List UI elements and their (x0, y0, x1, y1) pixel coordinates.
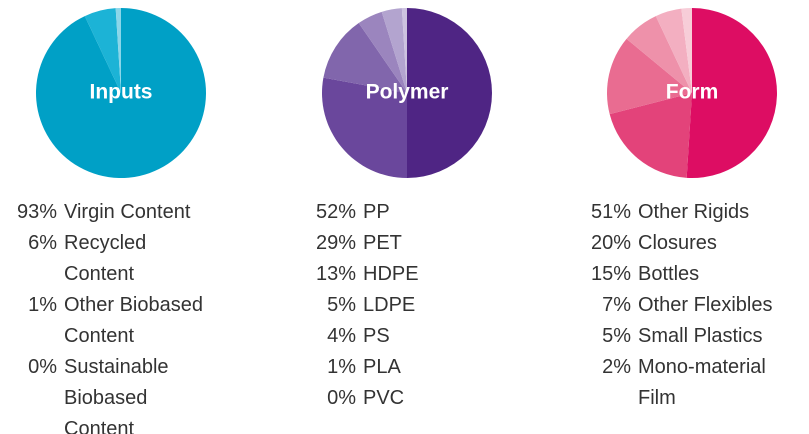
pie-slice (323, 23, 407, 93)
legend-value: 52% (316, 201, 357, 223)
legend-value: 1% (28, 294, 57, 316)
legend-row: 4% PS (316, 321, 483, 352)
legend: 93% Virgin Content 6% Recycled Content 1% Oth… (17, 197, 214, 434)
pie-slice (401, 8, 407, 93)
legend-label: PS (363, 325, 390, 347)
legend-row: 51% Other Rigids (591, 197, 803, 228)
legend-label: HDPE (363, 263, 419, 285)
legend-row: 13% HDPE (316, 259, 483, 290)
legend-row: 52% PP (316, 197, 483, 228)
legend-row: 7% Other Flexibles (591, 290, 803, 321)
legend-row: 5% LDPE (316, 290, 483, 321)
legend-value: 2% (602, 356, 631, 378)
legend: 52% PP 29% PET 13% HDPE 5% LDPE 4% PS 1% PLA 0% PVC (316, 197, 483, 414)
pie-slice (35, 8, 207, 178)
legend-value: 1% (327, 356, 356, 378)
legend-row: 93% Virgin Content (17, 197, 214, 228)
legend-label: Other Flexibles (638, 294, 773, 316)
pie-slice (358, 11, 407, 94)
legend-row: 6% Recycled Content (17, 228, 214, 290)
legend-row: 0% PVC (316, 383, 483, 414)
pie-slice (609, 93, 692, 178)
legend-row: 1% PLA (316, 352, 483, 383)
pie-slice (681, 8, 692, 93)
pie-slice (626, 16, 692, 94)
legend-value: 5% (602, 325, 631, 347)
legend-value: 4% (327, 325, 356, 347)
legend-label: PLA (363, 356, 401, 378)
legend-label: Other Rigids (638, 201, 750, 223)
legend-value: 29% (316, 232, 357, 254)
pie-slice (607, 38, 692, 115)
pie-slice (686, 8, 777, 178)
legend-row: 20% Closures (591, 228, 803, 259)
pie-slice (381, 8, 407, 94)
legend-row: 15% Bottles (591, 259, 803, 290)
pie-title: Inputs (90, 81, 153, 104)
legend-label: PVC (363, 387, 405, 409)
legend-label: Mono-material Film (638, 356, 766, 409)
legend-label: PP (363, 201, 390, 223)
legend-label: Recycled Content (64, 232, 147, 285)
legend-label: Bottles (638, 263, 700, 285)
legend-value: 93% (17, 201, 58, 223)
legend-value: 51% (591, 201, 632, 223)
legend-label: Virgin Content (64, 201, 191, 223)
legend-value: 20% (591, 232, 632, 254)
pie-title: Form (666, 81, 719, 104)
pie-slice (115, 8, 121, 93)
legend-label: Other Biobased Content (64, 294, 203, 347)
legend-label: Closures (638, 232, 717, 254)
legend-row: 29% PET (316, 228, 483, 259)
legend-row: 2% Mono-material Film (591, 352, 803, 414)
legend-value: 7% (602, 294, 631, 316)
legend-row: 0% Sustainable Biobased Content (17, 352, 214, 434)
legend: 51% Other Rigids 20% Closures 15% Bottles 7% Ot… (591, 197, 803, 414)
pie-slice (655, 8, 692, 93)
legend-value: 0% (327, 387, 356, 409)
legend-value: 13% (316, 263, 357, 285)
pie-slice (322, 77, 407, 178)
legend-row: 1% Other Biobased Content (17, 290, 214, 352)
legend-label: PET (363, 232, 402, 254)
pie-slice (84, 8, 121, 94)
legend-label: Sustainable Biobased Content (64, 356, 169, 434)
legend-value: 0% (28, 356, 57, 378)
legend-label: Small Plastics (638, 325, 763, 347)
legend-value: 5% (327, 294, 356, 316)
legend-value: 6% (28, 232, 57, 254)
legend-label: LDPE (363, 294, 416, 316)
pie-slice (407, 8, 492, 178)
pie-title: Polymer (366, 81, 449, 104)
legend-value: 15% (591, 263, 632, 285)
legend-row: 5% Small Plastics (591, 321, 803, 352)
